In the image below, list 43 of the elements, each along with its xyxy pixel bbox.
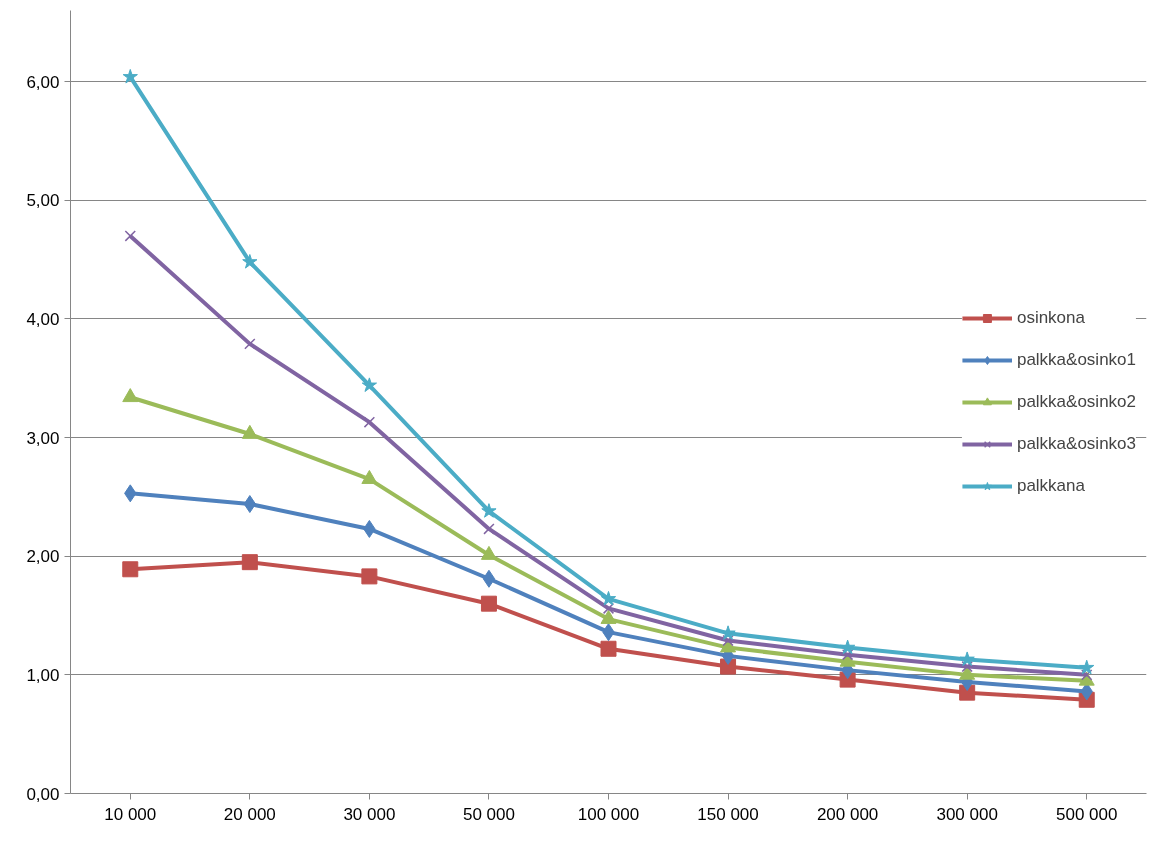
point — [600, 640, 617, 657]
point — [1079, 659, 1095, 675]
point — [122, 388, 139, 403]
y-tick-label: 4,00 — [26, 309, 60, 329]
point — [959, 651, 975, 667]
x-tick-label: 150 000 — [697, 804, 759, 824]
x-tick-label: 20 000 — [223, 804, 276, 824]
y-tick-label: 6,00 — [26, 72, 60, 92]
x-tick-label: 100 000 — [577, 804, 640, 824]
x-tick-label: 500 000 — [1056, 804, 1118, 824]
point — [361, 568, 378, 585]
point — [241, 554, 258, 571]
point — [602, 602, 615, 615]
point — [481, 503, 497, 518]
legend-label: palkkana — [1016, 475, 1085, 496]
point — [480, 595, 497, 612]
x-tick-label: 300 000 — [936, 804, 998, 824]
y-tick-label: 1,00 — [26, 665, 60, 685]
legend-label: palkka&osinko2 — [1016, 391, 1136, 412]
point — [244, 338, 256, 350]
x-tick-label: 10 000 — [104, 804, 157, 824]
x-tick-label: 50 000 — [462, 804, 515, 824]
point — [363, 416, 376, 428]
point — [839, 639, 856, 655]
point — [122, 561, 139, 578]
point — [722, 634, 734, 647]
point — [242, 254, 258, 269]
point — [482, 569, 496, 588]
point — [361, 377, 378, 392]
point — [600, 590, 617, 606]
x-tick-label: 200 000 — [816, 804, 879, 824]
y-tick-label: 5,00 — [26, 191, 60, 211]
x-tick-label: 30 000 — [343, 804, 396, 824]
point — [122, 68, 138, 84]
point — [961, 660, 973, 673]
legend-label: osinkona — [1016, 307, 1085, 328]
point — [124, 230, 136, 242]
y-tick-label: 0,00 — [26, 784, 60, 804]
legend-label: palkka&osinko3 — [1016, 433, 1136, 454]
point — [841, 649, 854, 661]
y-tick-label: 2,00 — [26, 547, 60, 567]
y-tick-label: 3,00 — [26, 428, 60, 448]
legend-label: palkka&osinko1 — [1016, 349, 1136, 370]
